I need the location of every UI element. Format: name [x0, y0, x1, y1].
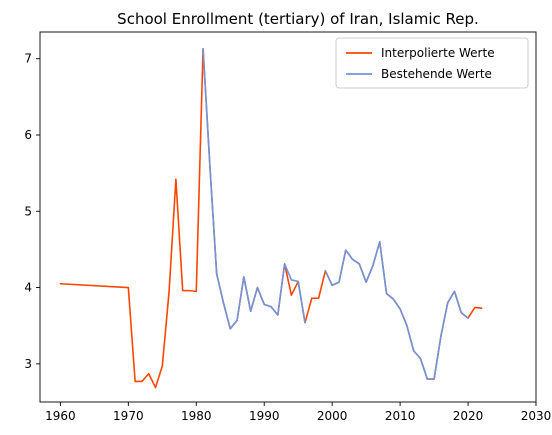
x-tick-label: 1960 — [45, 409, 76, 423]
axes-frame — [39, 31, 537, 403]
legend-label-1: Interpolierte Werte — [381, 46, 495, 60]
x-tick-label: 1980 — [181, 409, 212, 423]
y-tick-label: 6 — [24, 128, 32, 142]
series-line-2-segment-1 — [202, 47, 306, 330]
x-tick-label: 1970 — [113, 409, 144, 423]
series-layer — [59, 47, 483, 389]
legend-label-2: Bestehende Werte — [381, 67, 492, 81]
x-tick-label: 2030 — [521, 409, 552, 423]
x-tick-label: 2000 — [317, 409, 348, 423]
series-line-2-segment-2 — [324, 240, 469, 380]
y-tick-label: 7 — [24, 52, 32, 66]
x-tick-label: 2020 — [453, 409, 484, 423]
plot-area — [40, 32, 536, 402]
y-tick-label: 5 — [24, 204, 32, 218]
axes-layer: 1960 1970 1980 1990 2000 2010 2020 2030 3 4 5 6 7 — [24, 31, 552, 423]
legend: Interpolierte Werte Bestehende Werte — [335, 37, 529, 89]
x-tick-label: 1990 — [249, 409, 280, 423]
y-tick-label: 4 — [24, 281, 32, 295]
x-tick-label: 2010 — [385, 409, 416, 423]
chart-title: School Enrollment (tertiary) of Iran, Is… — [117, 10, 479, 28]
legend-box — [335, 37, 529, 89]
y-tick-label: 3 — [24, 357, 32, 371]
